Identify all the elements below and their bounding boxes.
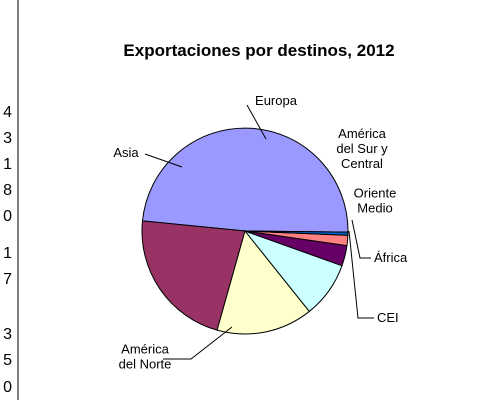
- slice-label-america-del-sur-y-central: América del Sur y Central: [336, 126, 388, 171]
- slice-label-line: Medio: [357, 201, 392, 216]
- leader-line-africa: [352, 220, 371, 258]
- slice-label-line: CEI: [377, 310, 399, 325]
- slice-label-line: Europa: [255, 93, 298, 108]
- slice-label-line: África: [374, 250, 408, 265]
- slice-label-africa: África: [374, 250, 408, 265]
- slice-label-line: del Sur y: [336, 141, 388, 156]
- slice-label-cei: CEI: [377, 310, 399, 325]
- slice-label-asia: Asia: [113, 145, 139, 160]
- chart-title: Exportaciones por destinos, 2012: [123, 41, 394, 60]
- slice-label-line: América: [338, 126, 386, 141]
- slice-label-line: Oriente: [354, 186, 397, 201]
- slice-label-oriente-medio: Oriente Medio: [354, 186, 397, 216]
- pie-slices: [142, 128, 348, 334]
- slice-label-europa: Europa: [255, 93, 298, 108]
- slice-label-line: Central: [341, 156, 383, 171]
- slice-label-line: Asia: [113, 145, 139, 160]
- slice-label-line: América: [121, 342, 169, 357]
- leader-line-cei: [349, 231, 374, 318]
- slice-america-del-norte: [143, 128, 348, 232]
- slice-label-line: del Norte: [119, 357, 172, 372]
- slice-label-america-del-norte: América del Norte: [119, 342, 172, 372]
